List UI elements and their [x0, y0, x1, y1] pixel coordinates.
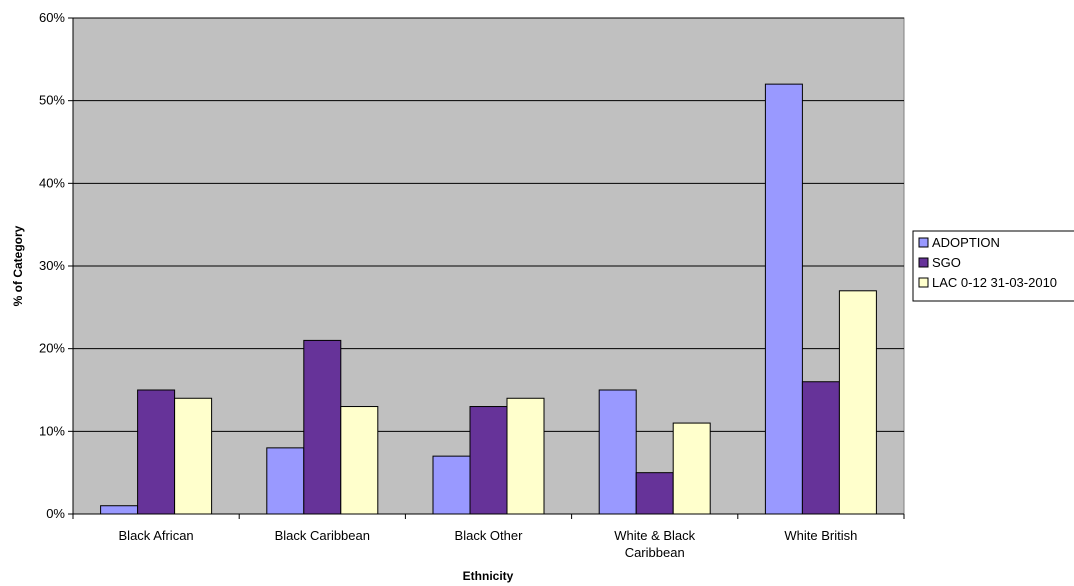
y-tick-label: 40% [39, 175, 65, 190]
bar-lac-0-12-31-03-2010 [174, 397, 213, 515]
x-tick-label: White British [784, 528, 857, 543]
y-tick-label: 30% [39, 258, 65, 273]
y-tick-label: 50% [39, 93, 65, 108]
bar-lac-0-12-31-03-2010 [340, 406, 379, 515]
bar-adoption [100, 505, 139, 515]
bar-sgo [303, 339, 342, 515]
x-tick-label: Caribbean [625, 545, 685, 560]
y-axis-ticks: 0% 10% 20% 30% 40% 50% 60% [39, 10, 73, 521]
x-tick-label: Black Caribbean [275, 528, 370, 543]
bar-adoption [598, 389, 637, 515]
bar-adoption [432, 455, 471, 515]
x-tick-label: Black Other [455, 528, 524, 543]
bar-lac-0-12-31-03-2010 [506, 397, 545, 515]
bar-sgo [137, 389, 176, 515]
legend-box [912, 230, 1074, 302]
bar-sgo [801, 381, 840, 515]
legend: ADOPTION SGO LAC 0-12 31-03-2010 [912, 230, 1074, 302]
x-tick-label: Black African [119, 528, 194, 543]
y-axis-title: % of Category [11, 225, 25, 306]
y-tick-label: 20% [39, 341, 65, 356]
x-tick-label: White & Black [614, 528, 695, 543]
legend-label: ADOPTION [932, 235, 1000, 250]
bar-lac-0-12-31-03-2010 [672, 422, 711, 515]
bar-lac-0-12-31-03-2010 [838, 290, 877, 515]
legend-swatch [918, 277, 929, 288]
legend-label: LAC 0-12 31-03-2010 [932, 275, 1057, 290]
bar-sgo [469, 406, 508, 515]
y-tick-label: 60% [39, 10, 65, 25]
y-tick-label: 0% [46, 506, 65, 521]
bar-adoption [764, 83, 803, 515]
bars [100, 83, 877, 515]
bar-sgo [635, 472, 674, 515]
x-axis-ticks: Black African Black Caribbean Black Other W… [72, 514, 905, 560]
y-tick-label: 10% [39, 423, 65, 438]
bar-adoption [266, 447, 305, 515]
legend-swatch [918, 257, 929, 268]
legend-label: SGO [932, 255, 961, 270]
x-axis-title: Ethnicity [463, 569, 514, 583]
legend-swatch [918, 237, 929, 248]
